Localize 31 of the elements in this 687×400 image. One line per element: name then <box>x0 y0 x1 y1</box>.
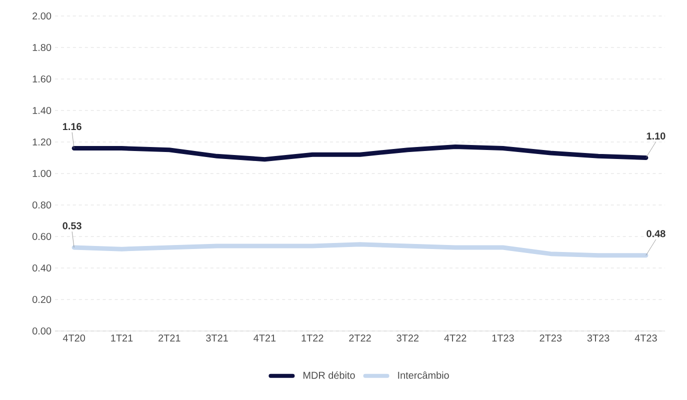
x-tick-label: 1T21 <box>111 334 133 342</box>
y-tick-label: 0.20 <box>32 296 52 304</box>
y-tick-label: 0.40 <box>32 264 52 272</box>
legend-label: MDR débito <box>303 371 355 379</box>
y-tick-label: 0.80 <box>32 201 52 209</box>
x-tick-label: 4T23 <box>634 334 657 342</box>
line-series <box>72 144 648 162</box>
y-tick-label: 1.20 <box>32 138 52 146</box>
y-tick-label: 0.60 <box>32 232 52 240</box>
data-label: 0.48 <box>646 230 666 238</box>
y-tick-label: 2.00 <box>32 12 52 20</box>
y-tick-label: 0.00 <box>32 327 52 335</box>
x-tick-label: 2T22 <box>349 334 371 342</box>
data-label: 0.53 <box>62 222 82 230</box>
x-tick-label: 3T23 <box>587 334 610 342</box>
data-label: 1.10 <box>646 132 666 140</box>
y-tick-label: 1.80 <box>32 44 52 52</box>
x-tick-label: 2T23 <box>540 334 562 342</box>
x-tick-label: 1T22 <box>302 334 324 342</box>
y-tick-label: 1.60 <box>32 75 52 83</box>
x-tick-label: 1T23 <box>492 334 514 342</box>
x-tick-label: 3T21 <box>206 334 228 342</box>
legend-label: Intercâmbio <box>398 371 449 379</box>
y-tick-label: 1.00 <box>32 170 52 178</box>
x-tick-label: 4T21 <box>254 334 276 342</box>
x-tick-label: 2T21 <box>158 334 180 342</box>
y-tick-label: 1.40 <box>32 106 52 114</box>
x-tick-label: 4T20 <box>62 334 86 342</box>
x-tick-label: 4T22 <box>444 334 466 342</box>
data-label: 1.16 <box>62 123 82 130</box>
x-tick-label: 3T22 <box>396 334 419 342</box>
